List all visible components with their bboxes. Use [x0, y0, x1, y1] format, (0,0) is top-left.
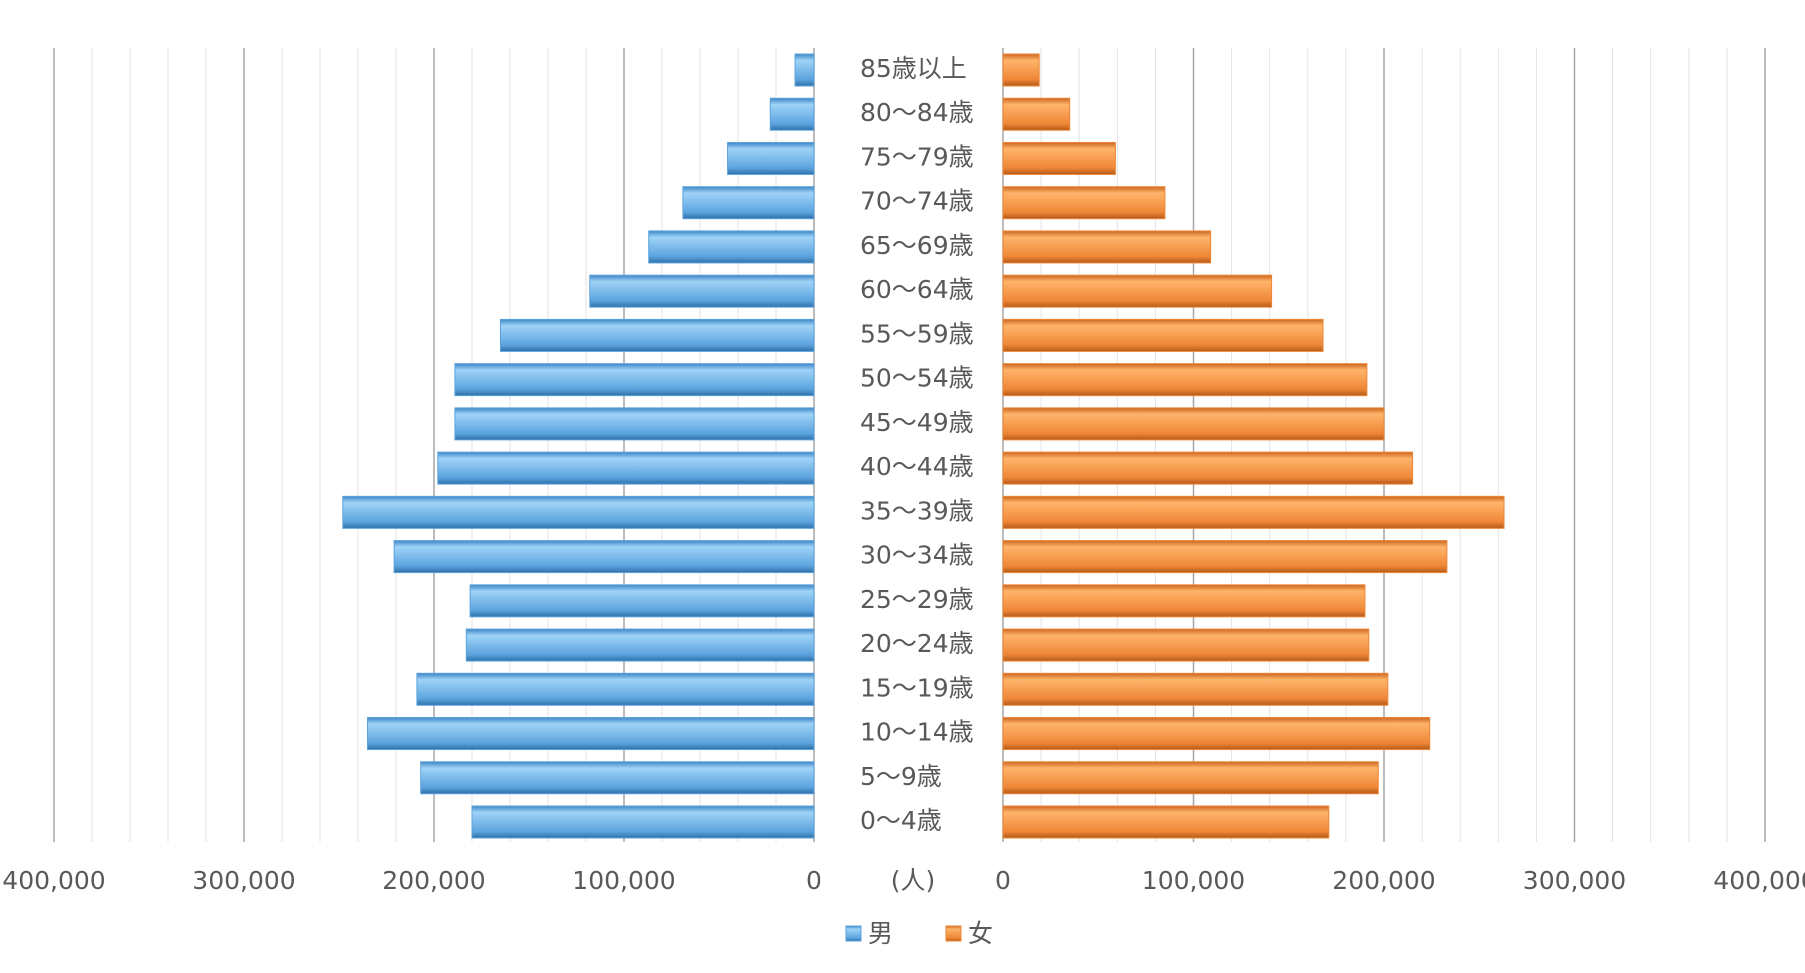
x-tick-label: 100,000 [572, 866, 675, 895]
category-label: 35〜39歳 [860, 496, 974, 525]
x-tick-label: 400,000 [1713, 866, 1805, 895]
bar [454, 407, 815, 441]
category-label: 60〜64歳 [860, 275, 974, 304]
bar [1002, 540, 1448, 574]
bar [1002, 628, 1370, 662]
x-tick-label: 300,000 [1523, 866, 1626, 895]
category-label: 80〜84歳 [860, 98, 974, 127]
legend-label: 女 [968, 919, 993, 948]
category-label: 45〜49歳 [860, 408, 974, 437]
category-label: 10〜14歳 [860, 718, 974, 747]
bar [1002, 53, 1040, 87]
bar [1002, 805, 1330, 839]
x-tick-label: 400,000 [2, 866, 105, 895]
bar [469, 584, 815, 618]
bar [1002, 717, 1431, 751]
legend-marker [845, 925, 862, 942]
bar [367, 717, 815, 751]
bar [794, 53, 815, 87]
category-label: 65〜69歳 [860, 231, 974, 260]
category-label: 70〜74歳 [860, 187, 974, 216]
bar [393, 540, 815, 574]
category-label: 40〜44歳 [860, 452, 974, 481]
category-label: 55〜59歳 [860, 319, 974, 348]
bar [437, 451, 815, 485]
x-tick-label: 0 [995, 866, 1011, 895]
bar [500, 318, 815, 352]
bar [1002, 584, 1366, 618]
category-label: 5〜9歳 [860, 762, 942, 791]
category-label: 50〜54歳 [860, 364, 974, 393]
bar [589, 274, 815, 308]
bar [682, 186, 815, 220]
category-label: 75〜79歳 [860, 142, 974, 171]
bar [1002, 407, 1385, 441]
category-label: 85歳以上 [860, 54, 967, 83]
legend-marker [945, 925, 962, 942]
x-tick-label: 0 [806, 866, 822, 895]
bar [1002, 672, 1389, 706]
bar [416, 672, 815, 706]
bar [1002, 97, 1071, 131]
bar [1002, 318, 1324, 352]
x-tick-label: 200,000 [382, 866, 485, 895]
bar [471, 805, 815, 839]
x-tick-label: 100,000 [1142, 866, 1245, 895]
category-label: 0〜4歳 [860, 806, 942, 835]
bar [1002, 141, 1116, 175]
bar [1002, 761, 1379, 795]
bar [1002, 186, 1166, 220]
legend-label: 男 [868, 919, 893, 948]
bar [1002, 495, 1505, 529]
bar [1002, 363, 1368, 397]
bar [1002, 451, 1414, 485]
category-label: 30〜34歳 [860, 541, 974, 570]
category-label: 20〜24歳 [860, 629, 974, 658]
category-label: 25〜29歳 [860, 585, 974, 614]
category-label: 15〜19歳 [860, 673, 974, 702]
bar [454, 363, 815, 397]
x-tick-label: 200,000 [1332, 866, 1435, 895]
bar [342, 495, 815, 529]
bar [769, 97, 815, 131]
axis-label: (人) [891, 866, 936, 895]
bar [465, 628, 815, 662]
bar [727, 141, 815, 175]
x-tick-label: 300,000 [192, 866, 295, 895]
bar [648, 230, 815, 264]
bar [1002, 230, 1212, 264]
bar [1002, 274, 1273, 308]
bar [420, 761, 815, 795]
